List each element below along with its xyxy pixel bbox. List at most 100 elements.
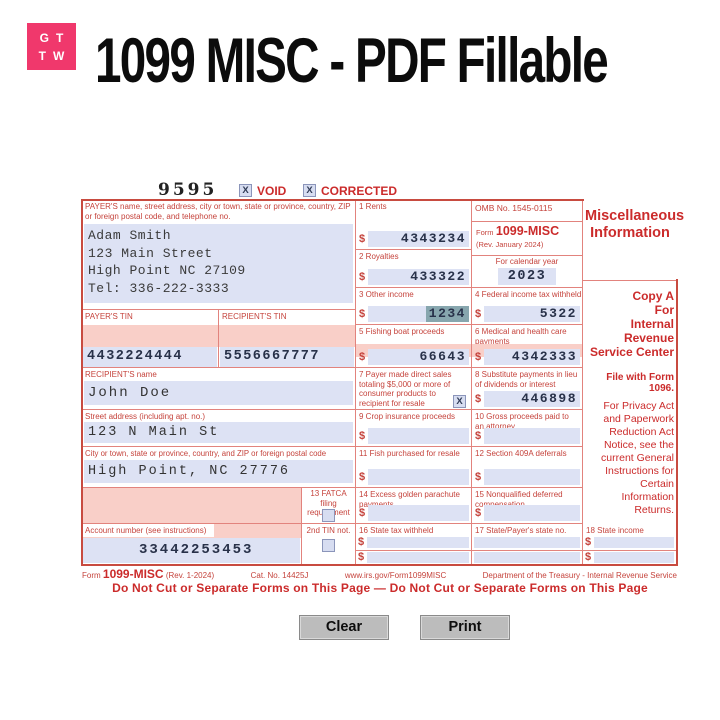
omb-number: OMB No. 1545-0115 (475, 203, 553, 213)
dollar-sign: $ (475, 308, 482, 320)
box16-input-row1[interactable] (367, 536, 469, 548)
city-input[interactable]: High Point, NC 27776 (84, 460, 353, 483)
privacy-line: Reduction Act (609, 426, 674, 438)
box10-input[interactable] (484, 428, 580, 444)
box5-input[interactable]: 66643 (368, 349, 469, 365)
box4-value: 5322 (539, 306, 577, 321)
fatca-cell: 13 FATCA filing requirement (302, 488, 356, 524)
privacy-line: Certain (640, 478, 674, 490)
footer-url[interactable]: www.irs.gov/Form1099MISC (344, 571, 447, 580)
payer-cell: PAYER'S name, street address, city or to… (82, 200, 356, 310)
privacy-line: Returns. (634, 504, 674, 516)
box9-value (463, 428, 469, 444)
dollar-sign: $ (359, 351, 366, 363)
copy-a-panel: Copy A For Internal Revenue Service Cent… (583, 280, 677, 524)
form-footer: Form 1099-MISC (Rev. 1-2024) Cat. No. 14… (82, 567, 677, 581)
box8-input[interactable]: 446898 (484, 391, 580, 407)
box18-input-row2[interactable] (594, 551, 674, 563)
box16-label: 16 State tax withheld (359, 526, 434, 535)
box5-value: 66643 (419, 349, 466, 364)
recipient-name-input[interactable]: John Doe (84, 381, 353, 405)
shaded-band (82, 325, 218, 347)
box6-label: 6 Medical and health care payments (475, 327, 567, 346)
box1-label: 1 Rents (359, 202, 387, 211)
payer-line: High Point NC 27109 (88, 263, 246, 278)
box3-other-income-cell: 3 Other income $1234 (356, 288, 472, 325)
misc-title-line2: Information (590, 225, 670, 241)
box12-input[interactable] (484, 469, 580, 485)
privacy-line: For Privacy Act (603, 400, 674, 412)
box7-label: 7 Payer made direct sales totaling $5,00… (359, 370, 452, 408)
box1-input[interactable]: 4343234 (368, 231, 469, 247)
city-label: City or town, state or province, country… (85, 449, 327, 458)
box9-input[interactable] (368, 428, 469, 444)
box17-input-row1[interactable] (474, 536, 580, 548)
box14-input[interactable] (368, 505, 469, 521)
footer-rev: (Rev. 1-2024) (165, 571, 215, 580)
border-bottom (81, 564, 678, 566)
calendar-year-input[interactable]: 2023 (498, 267, 556, 285)
label-chip (82, 524, 214, 537)
payer-input[interactable]: Adam Smith 123 Main Street High Point NC… (84, 224, 353, 303)
box14-value (463, 505, 469, 521)
form-1099-misc: PAYER'S name, street address, city or to… (81, 199, 684, 566)
privacy-line: Instructions for (605, 465, 674, 477)
void-checkbox[interactable]: X (239, 184, 252, 197)
privacy-line: Notice, see the (603, 439, 674, 451)
payer-line: Tel: 336-222-3333 (88, 280, 230, 296)
box18-input-row1[interactable] (594, 536, 674, 548)
payer-tin-cell: PAYER'S TIN 4432224444 (82, 310, 219, 368)
copy-line: Copy A (632, 289, 674, 303)
dollar-sign: $ (359, 233, 366, 245)
street-input[interactable]: 123 N Main St (84, 422, 353, 443)
privacy-line: current General (601, 452, 674, 464)
clear-button[interactable]: Clear (299, 615, 389, 640)
privacy-line: Information (621, 491, 674, 503)
box6-input[interactable]: 4342333 (484, 349, 580, 365)
calendar-label: For calendar year (495, 257, 559, 266)
box5-fishing-cell: 5 Fishing boat proceeds $66643 (356, 325, 472, 368)
second-tin-checkbox[interactable] (322, 539, 335, 552)
form-code: 9595 (158, 180, 218, 200)
box4-label: 4 Federal income tax withheld (475, 290, 582, 299)
box11-input[interactable] (368, 469, 469, 485)
box10-value (574, 428, 580, 444)
omb-cell: OMB No. 1545-0115 Form 1099-MISC (Rev. J… (472, 200, 583, 288)
void-label: VOID (257, 184, 287, 198)
box1-value: 4343234 (400, 231, 466, 246)
corrected-checkbox[interactable]: X (303, 184, 316, 197)
box2-input[interactable]: 433322 (368, 269, 469, 285)
recipient-name-cell: RECIPIENT'S name John Doe (82, 368, 356, 410)
dollar-sign: $ (359, 471, 366, 483)
payer-tin-label: PAYER'S TIN (85, 312, 133, 321)
dollar-sign: $ (475, 393, 482, 405)
copy-line: Internal Revenue (623, 317, 674, 345)
dollar-sign: $ (359, 430, 366, 442)
box4-input[interactable]: 5322 (484, 306, 580, 322)
row-divider (356, 550, 471, 551)
box17-state-no-cell: 17 State/Payer's state no. (472, 524, 583, 565)
print-button[interactable]: Print (420, 615, 510, 640)
fatca-checkbox[interactable] (322, 509, 335, 522)
box3-input[interactable]: 1234 (368, 306, 469, 322)
dollar-sign: $ (475, 430, 482, 442)
logo-line2: TW (38, 49, 72, 63)
recipient-tin-input[interactable]: 5556667777 (220, 347, 354, 367)
omb-number-area: OMB No. 1545-0115 (472, 200, 582, 222)
box12-label: 12 Section 409A deferrals (475, 449, 567, 458)
account-input[interactable]: 33442253453 (83, 538, 300, 563)
border-top (81, 199, 584, 201)
box8-value: 446898 (521, 391, 577, 406)
box17-input-row2[interactable] (474, 551, 580, 563)
form-id-area: Form 1099-MISC (Rev. January 2024) (472, 222, 582, 256)
payer-tin-input[interactable]: 4432224444 (83, 347, 217, 367)
box7-checkbox[interactable]: X (453, 395, 466, 408)
box15-input[interactable] (484, 505, 580, 521)
box15-label: 15 Nonqualified deferred compensation (475, 490, 563, 509)
box7-direct-sales-cell: 7 Payer made direct sales totaling $5,00… (356, 368, 472, 410)
box11-fish-cell: 11 Fish purchased for resale $ (356, 447, 472, 488)
gtw-logo: GT TW (27, 23, 76, 70)
footer-dept: Department of the Treasury - Internal Re… (482, 571, 677, 580)
dollar-sign: $ (359, 271, 366, 283)
box16-input-row2[interactable] (367, 551, 469, 563)
